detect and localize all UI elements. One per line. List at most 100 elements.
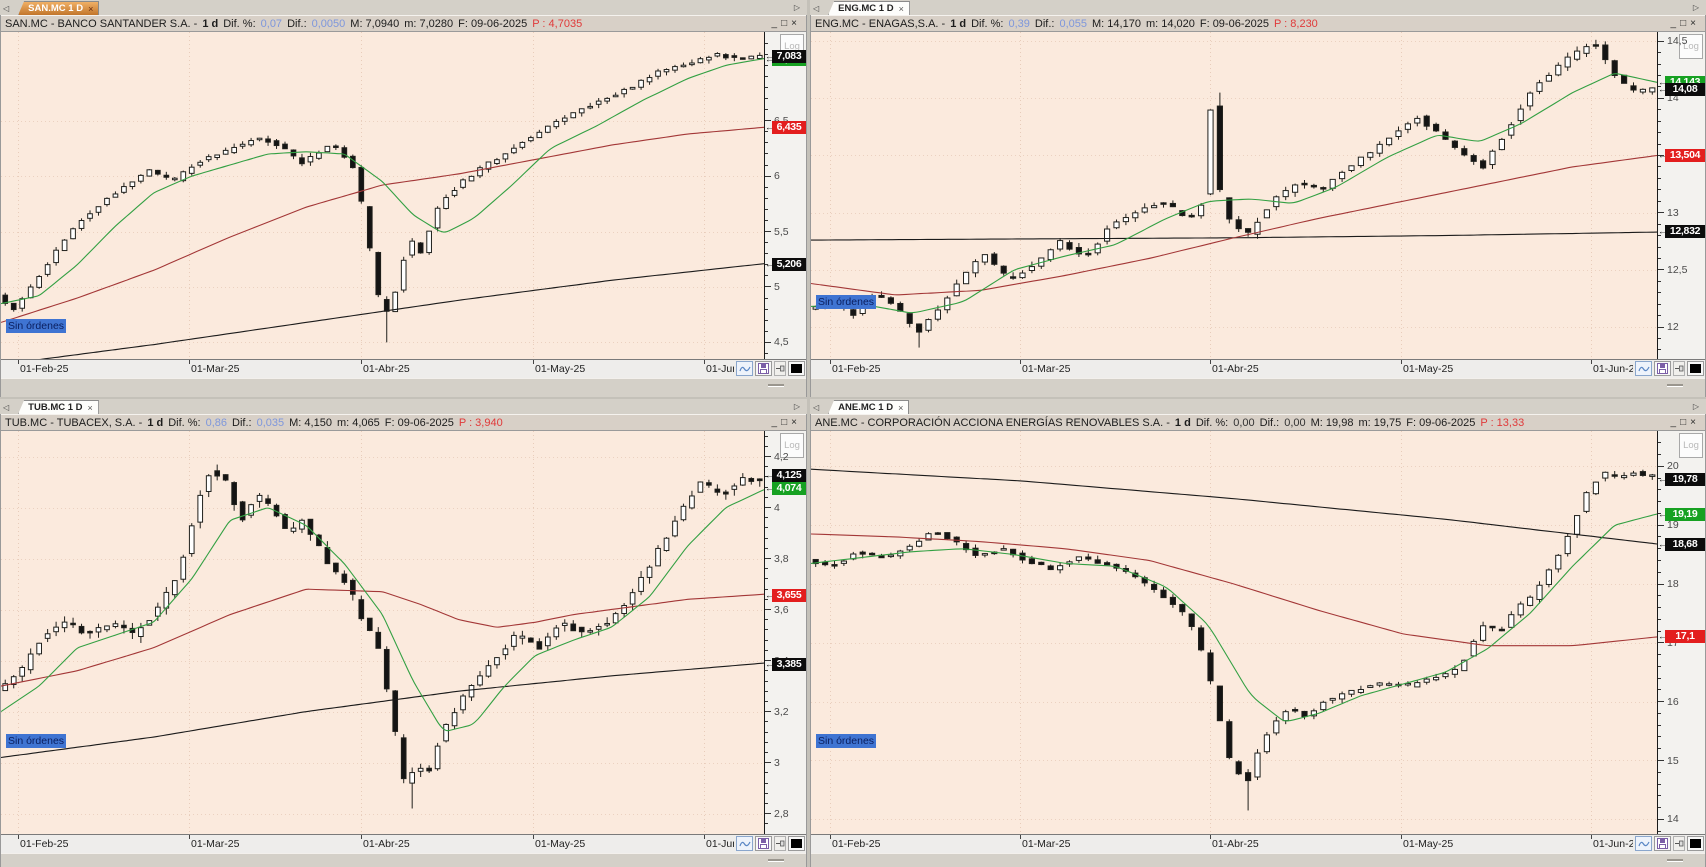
- close-button[interactable]: ×: [1690, 18, 1696, 29]
- date-tick: [704, 360, 705, 364]
- date-axis[interactable]: 01-Feb-25 01-Mar-25 01-Abr-25 01-May-25 01-J…: [811, 359, 1705, 378]
- resize-grip[interactable]: [1667, 384, 1683, 386]
- plot-area[interactable]: Sin órdenes: [811, 431, 1657, 834]
- pin-icon[interactable]: [1673, 836, 1685, 851]
- minimize-button[interactable]: _: [1670, 18, 1677, 29]
- pin-icon[interactable]: [774, 836, 786, 851]
- price-major-tick: [1658, 326, 1664, 328]
- price-major-tick: [765, 231, 771, 232]
- tab-scroll-left-icon[interactable]: ◁: [813, 4, 820, 13]
- date-axis[interactable]: 01-Feb-25 01-Mar-25 01-Abr-25 01-May-25 01-J…: [1, 834, 806, 853]
- tab-scroll-left-icon[interactable]: ◁: [3, 4, 10, 13]
- tab-scroll-right-icon[interactable]: ▷: [1692, 402, 1699, 411]
- price-minor-tick: [1658, 189, 1661, 191]
- instrument-title: TUB.MC - TUBACEX, S.A. -: [5, 416, 143, 429]
- tab-close-icon[interactable]: ×: [88, 3, 94, 14]
- save-chart-icon[interactable]: [755, 836, 772, 851]
- price-minor-tick: [1658, 830, 1661, 832]
- pin-icon[interactable]: [774, 361, 786, 376]
- minimize-button[interactable]: _: [771, 417, 778, 428]
- close-button[interactable]: ×: [791, 18, 797, 29]
- date-axis[interactable]: 01-Feb-25 01-Mar-25 01-Abr-25 01-May-25 01-J…: [1, 359, 806, 378]
- indicator-wave-icon[interactable]: [736, 836, 753, 851]
- tab-ane[interactable]: ANE.MC 1 D ×: [828, 400, 910, 414]
- log-scale-button[interactable]: Log: [1679, 433, 1703, 458]
- black-screen-icon[interactable]: [1687, 836, 1704, 851]
- price-minor-tick: [1658, 677, 1661, 679]
- close-button[interactable]: ×: [1690, 417, 1696, 428]
- price-minor-tick: [765, 568, 768, 570]
- chart-titlebar[interactable]: SAN.MC - BANCO SANTANDER S.A. - 1 d Dif. …: [1, 15, 806, 32]
- price-tag-ma_green: ← 4,074: [765, 482, 806, 496]
- save-chart-icon[interactable]: [755, 361, 772, 376]
- resize-grip[interactable]: [1667, 859, 1683, 861]
- price-axis[interactable]: Log 14,51413,51312,512←14,08←14,143←13,5…: [1657, 32, 1705, 359]
- price-minor-tick: [765, 721, 768, 723]
- resize-grip[interactable]: [768, 384, 784, 386]
- chart-titlebar[interactable]: ANE.MC - CORPORACIÓN ACCIONA ENERGÍAS RE…: [811, 414, 1705, 431]
- price-major-tick: [1658, 212, 1664, 214]
- price-tag-ma_black: ← 5,206: [765, 257, 806, 271]
- session-date: F: 09-06-2025: [1199, 17, 1269, 30]
- minimize-button[interactable]: _: [771, 18, 778, 29]
- bottom-strip: [811, 853, 1705, 867]
- price-major-tick: [1658, 97, 1664, 99]
- tab-scroll-left-icon[interactable]: ◁: [3, 403, 10, 412]
- chart-window: TUB.MC - TUBACEX, S.A. -1 d Dif. %: 0,86 …: [0, 414, 807, 867]
- plot-area[interactable]: Sin órdenes: [1, 32, 764, 359]
- date-tick-label: 01-Jun-2: [1593, 838, 1635, 850]
- maximize-button[interactable]: □: [781, 417, 788, 428]
- date-tick: [1401, 835, 1402, 839]
- tab-eng[interactable]: ENG.MC 1 D ×: [828, 1, 910, 15]
- close-button[interactable]: ×: [791, 417, 797, 428]
- plot-area[interactable]: Sin órdenes: [1, 431, 764, 834]
- save-chart-icon[interactable]: [1654, 836, 1671, 851]
- price-axis[interactable]: Log 6,565,554,5←7,083←7,06←6,435←5,206: [764, 32, 806, 359]
- maximize-button[interactable]: □: [1680, 417, 1687, 428]
- minimize-button[interactable]: _: [1670, 417, 1677, 428]
- chart-titlebar[interactable]: TUB.MC - TUBACEX, S.A. -1 d Dif. %: 0,86 …: [1, 414, 806, 431]
- tab-close-icon[interactable]: ×: [87, 402, 93, 413]
- log-scale-button[interactable]: Log: [780, 433, 804, 458]
- price-minor-tick: [1658, 454, 1661, 455]
- tab-close-icon[interactable]: ×: [898, 3, 904, 14]
- plot-area[interactable]: Sin órdenes: [811, 32, 1657, 359]
- tab-san[interactable]: SAN.MC 1 D ×: [18, 1, 100, 15]
- indicator-wave-icon[interactable]: [736, 361, 753, 376]
- candlestick-chart[interactable]: [811, 32, 1657, 359]
- maximize-button[interactable]: □: [781, 18, 788, 29]
- pin-icon[interactable]: [1673, 361, 1685, 376]
- black-screen-icon[interactable]: [788, 361, 805, 376]
- tab-scroll-right-icon[interactable]: ▷: [793, 3, 800, 12]
- tab-scroll-right-icon[interactable]: ▷: [1692, 3, 1699, 12]
- candlestick-chart[interactable]: [1, 431, 764, 834]
- resize-grip[interactable]: [768, 859, 784, 861]
- chart-titlebar[interactable]: ENG.MC - ENAGAS,S.A. - 1 d Dif. %: 0,39 Di…: [811, 15, 1705, 32]
- price-axis[interactable]: Log 20191817161514←19,78←19,19←18,68←17,…: [1657, 431, 1705, 834]
- day-min: m: 4,065: [336, 416, 380, 429]
- candlestick-chart[interactable]: [1, 32, 764, 359]
- price-minor-tick: [1658, 337, 1661, 339]
- log-scale-button[interactable]: Log: [1679, 34, 1703, 59]
- price-tag-ma_black: ← 3,385: [765, 657, 806, 671]
- maximize-button[interactable]: □: [1680, 18, 1687, 29]
- price-minor-tick: [765, 208, 768, 210]
- date-axis[interactable]: 01-Feb-25 01-Mar-25 01-Abr-25 01-May-25 01-J…: [811, 834, 1705, 853]
- black-screen-icon[interactable]: [1687, 361, 1704, 376]
- price-major-tick: [765, 120, 771, 122]
- indicator-wave-icon[interactable]: [1635, 361, 1652, 376]
- price-major-tick: [1658, 155, 1664, 156]
- tab-scroll-left-icon[interactable]: ◁: [813, 403, 820, 412]
- price-major-tick: [765, 558, 771, 559]
- price-axis[interactable]: Log 4,243,83,63,43,232,8←4,125←4,074←3,6…: [764, 431, 806, 834]
- price-minor-tick: [765, 792, 768, 794]
- dif-pct-value: 0,00: [1233, 416, 1255, 429]
- save-chart-icon[interactable]: [1654, 361, 1671, 376]
- tab-tub[interactable]: TUB.MC 1 D ×: [18, 400, 99, 414]
- date-tick: [18, 360, 19, 364]
- black-screen-icon[interactable]: [788, 836, 805, 851]
- indicator-wave-icon[interactable]: [1635, 836, 1652, 851]
- candlestick-chart[interactable]: [811, 431, 1657, 834]
- tab-scroll-right-icon[interactable]: ▷: [793, 402, 800, 411]
- tab-close-icon[interactable]: ×: [898, 402, 904, 413]
